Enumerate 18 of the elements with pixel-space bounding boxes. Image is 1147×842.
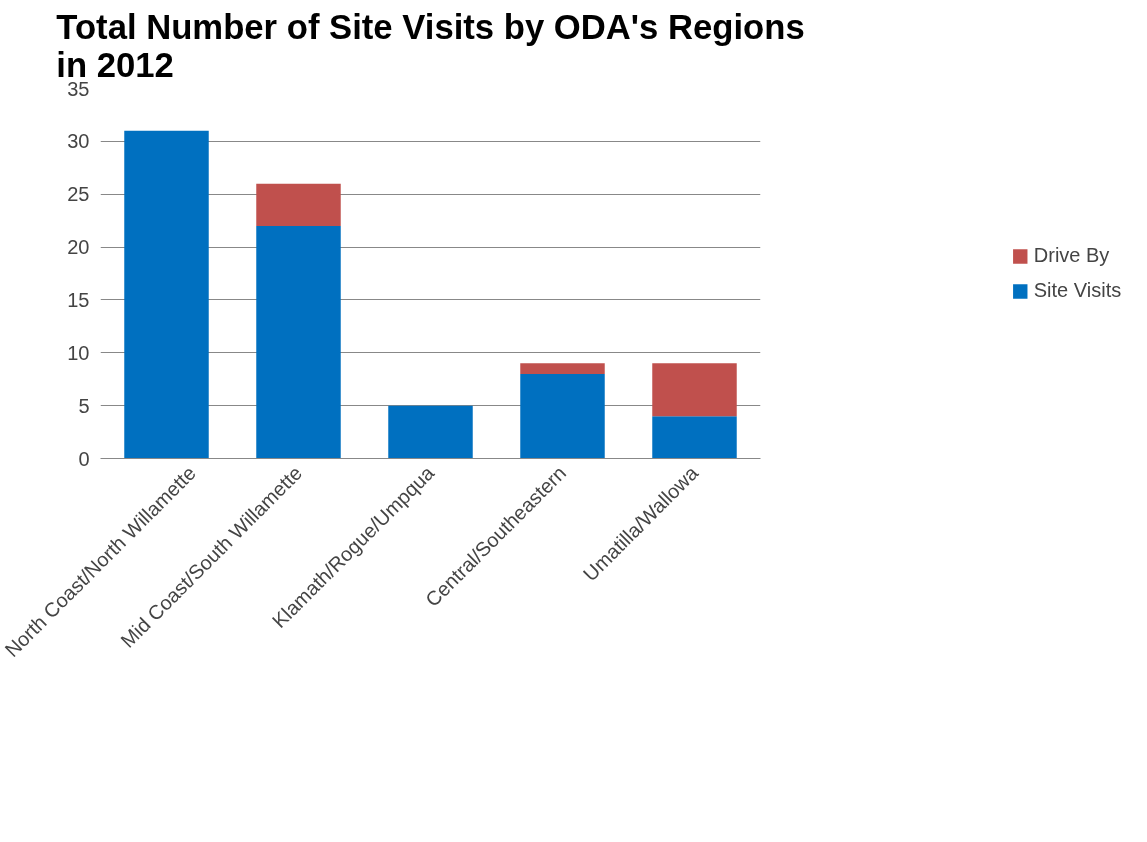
bar	[124, 130, 209, 459]
y-tick-label: 35	[67, 77, 90, 100]
y-tick-label: 25	[67, 183, 90, 206]
bar	[652, 363, 737, 417]
y-tick-label: 30	[67, 130, 90, 153]
legend-label: Site Visits	[1033, 279, 1122, 302]
bar	[256, 225, 341, 459]
bar	[256, 183, 341, 226]
y-tick-label: 0	[78, 447, 90, 470]
bar	[520, 363, 605, 374]
y-tick-label: 15	[67, 288, 90, 311]
y-tick-label: 10	[67, 341, 90, 364]
y-tick-label: 5	[78, 394, 90, 417]
bar	[520, 373, 605, 459]
bar	[388, 405, 473, 459]
bar	[652, 416, 737, 459]
legend-label: Drive By	[1033, 244, 1110, 267]
y-tick-label: 20	[67, 236, 90, 259]
